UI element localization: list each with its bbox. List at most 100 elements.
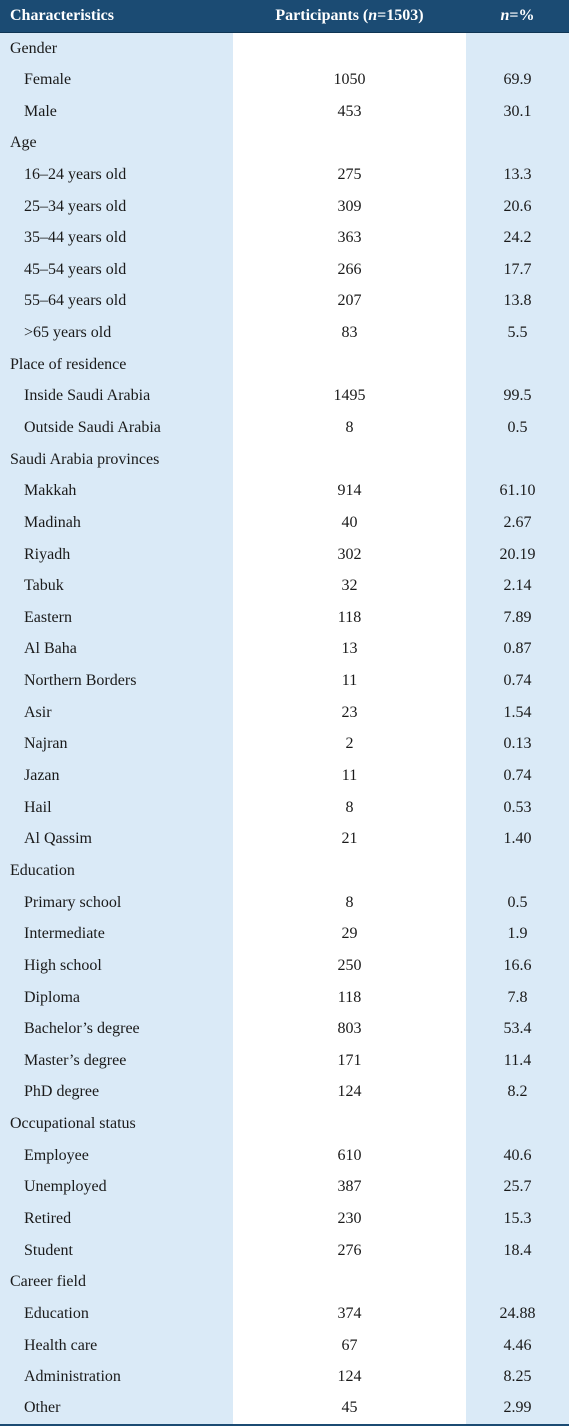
row-participants: 275	[233, 159, 466, 191]
table-row: Asir 23 1.54	[0, 696, 569, 729]
table-row: 45–54 years old 266 17.7	[0, 253, 569, 286]
header-participants-n: n	[368, 7, 378, 24]
row-participants: 302	[233, 538, 466, 571]
row-label: Makkah	[0, 475, 233, 508]
row-participants: 171	[233, 1045, 466, 1077]
row-participants: 29	[233, 918, 466, 951]
row-label: Inside Saudi Arabia	[0, 380, 233, 413]
row-label: Career field	[0, 1266, 233, 1299]
row-participants: 387	[233, 1171, 466, 1204]
row-label: Al Baha	[0, 633, 233, 666]
table-row: >65 years old 83 5.5	[0, 317, 569, 349]
table-row: Male 453 30.1	[0, 95, 569, 128]
row-participants: 230	[233, 1203, 466, 1235]
row-participants: 374	[233, 1298, 466, 1330]
table-row: Education 374 24.88	[0, 1298, 569, 1330]
row-label: Health care	[0, 1329, 233, 1362]
table-row: Madinah 40 2.67	[0, 507, 569, 539]
row-participants: 1495	[233, 380, 466, 413]
row-participants: 45	[233, 1393, 466, 1426]
row-label: Female	[0, 64, 233, 96]
row-percent: 0.5	[466, 886, 569, 919]
table-row: Eastern 118 7.89	[0, 602, 569, 634]
row-percent: 30.1	[466, 95, 569, 128]
row-label: Unemployed	[0, 1171, 233, 1204]
table-row: Inside Saudi Arabia 1495 99.5	[0, 380, 569, 413]
row-participants: 83	[233, 317, 466, 349]
row-participants: 309	[233, 190, 466, 223]
row-label: Age	[0, 127, 233, 160]
row-label: Employee	[0, 1139, 233, 1172]
row-label: Retired	[0, 1203, 233, 1235]
header-participants-pre: Participants (	[275, 7, 369, 24]
row-percent	[466, 1108, 569, 1140]
header-participants-post: =1503)	[377, 7, 424, 24]
row-participants: 67	[233, 1329, 466, 1362]
row-percent: 20.6	[466, 190, 569, 223]
row-percent: 0.5	[466, 412, 569, 444]
row-percent: 17.7	[466, 253, 569, 286]
category-row: Saudi Arabia provinces	[0, 443, 569, 476]
row-percent	[466, 1266, 569, 1299]
row-percent: 16.6	[466, 950, 569, 982]
row-percent: 13.8	[466, 285, 569, 318]
row-participants	[233, 32, 466, 65]
row-label: Student	[0, 1234, 233, 1267]
table-row: Master’s degree 171 11.4	[0, 1045, 569, 1077]
category-row: Occupational status	[0, 1108, 569, 1140]
header-percent-n: n	[500, 7, 510, 24]
table-row: Northern Borders 11 0.74	[0, 665, 569, 697]
row-percent: 7.8	[466, 981, 569, 1014]
table-row: 35–44 years old 363 24.2	[0, 222, 569, 254]
row-label: Northern Borders	[0, 665, 233, 697]
row-label: >65 years old	[0, 317, 233, 349]
row-label: Male	[0, 95, 233, 128]
row-label: Bachelor’s degree	[0, 1013, 233, 1045]
table-row: 25–34 years old 309 20.6	[0, 190, 569, 223]
row-label: 35–44 years old	[0, 222, 233, 254]
table-row: Jazan 11 0.74	[0, 760, 569, 792]
row-percent: 0.87	[466, 633, 569, 666]
row-percent	[466, 348, 569, 381]
row-label: Administration	[0, 1361, 233, 1394]
row-percent: 1.54	[466, 696, 569, 729]
row-participants: 21	[233, 823, 466, 856]
table-row: High school 250 16.6	[0, 950, 569, 982]
table-row: Retired 230 15.3	[0, 1203, 569, 1235]
row-participants: 124	[233, 1361, 466, 1394]
row-percent: 69.9	[466, 64, 569, 96]
table-row: Tabuk 32 2.14	[0, 570, 569, 603]
row-percent: 15.3	[466, 1203, 569, 1235]
row-percent: 13.3	[466, 159, 569, 191]
table-row: 55–64 years old 207 13.8	[0, 285, 569, 318]
row-participants	[233, 1108, 466, 1140]
table-row: Hail 8 0.53	[0, 791, 569, 824]
row-percent: 99.5	[466, 380, 569, 413]
row-label: Gender	[0, 32, 233, 65]
row-participants: 914	[233, 475, 466, 508]
header-percent-post: =%	[509, 7, 535, 24]
table-row: Unemployed 387 25.7	[0, 1171, 569, 1204]
row-percent	[466, 443, 569, 476]
row-label: Diploma	[0, 981, 233, 1014]
row-percent: 18.4	[466, 1234, 569, 1267]
row-percent: 0.53	[466, 791, 569, 824]
table-row: Riyadh 302 20.19	[0, 538, 569, 571]
row-participants: 11	[233, 665, 466, 697]
row-label: Master’s degree	[0, 1045, 233, 1077]
row-percent: 2.99	[466, 1393, 569, 1426]
table-row: Intermediate 29 1.9	[0, 918, 569, 951]
row-label: Place of residence	[0, 348, 233, 381]
row-label: Tabuk	[0, 570, 233, 603]
category-row: Education	[0, 855, 569, 887]
row-participants: 118	[233, 602, 466, 634]
row-participants: 118	[233, 981, 466, 1014]
row-percent: 1.9	[466, 918, 569, 951]
row-percent: 0.74	[466, 760, 569, 792]
table-row: Outside Saudi Arabia 8 0.5	[0, 412, 569, 444]
row-participants: 276	[233, 1234, 466, 1267]
row-participants: 8	[233, 886, 466, 919]
row-percent: 1.40	[466, 823, 569, 856]
row-percent: 0.13	[466, 728, 569, 761]
row-participants: 1050	[233, 64, 466, 96]
